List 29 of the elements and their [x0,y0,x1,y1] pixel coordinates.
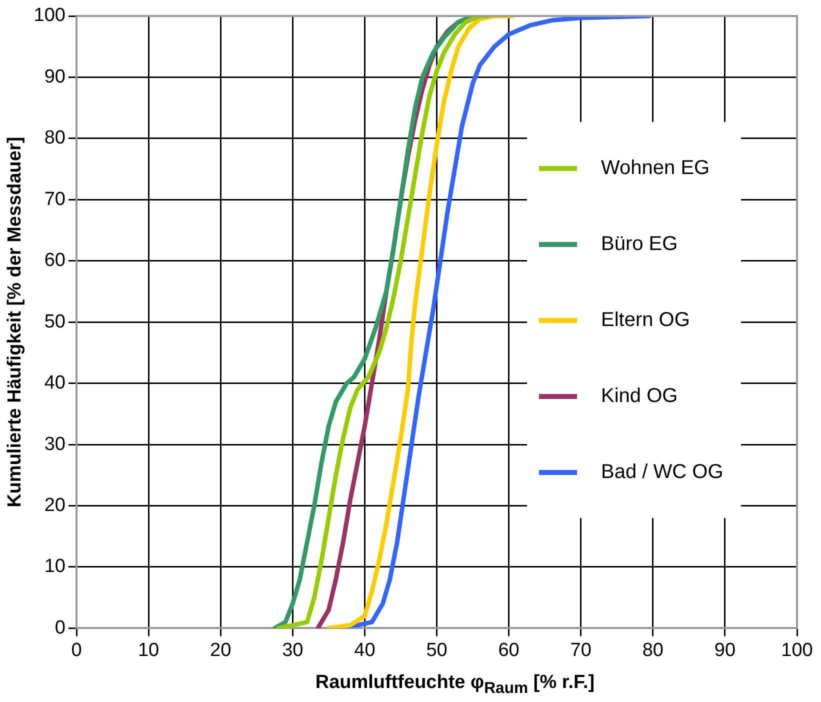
y-tick-label: 80 [44,128,66,149]
x-tick-label: 50 [426,640,448,661]
x-tick-label: 20 [210,640,232,661]
legend-label: Eltern OG [601,308,690,332]
x-tick-label: 40 [354,640,376,661]
x-tick-label: 60 [498,640,520,661]
x-tick-label: 90 [714,640,736,661]
x-tick-label: 80 [642,640,664,661]
x-tick-label: 100 [781,640,813,661]
legend-label: Kind OG [601,384,678,408]
legend-label: Büro EG [601,232,678,256]
y-tick-label: 20 [44,494,66,516]
legend-label: Bad / WC OG [601,460,724,484]
y-axis-title: Kumulierte Häufigkeit [% der Messdauer] [4,136,26,508]
x-tick-label: 10 [138,640,160,661]
y-tick-label: 50 [44,311,66,332]
y-tick-label: 60 [44,250,66,272]
legend-label: Wohnen EG [601,156,710,180]
y-tick-label: 30 [44,434,66,455]
y-tick-label: 90 [44,66,66,88]
x-axis-title: Raumluftfeuchte φ$_{Raum}$ [% r.F.] [314,672,596,698]
y-tick-label: 100 [34,5,66,26]
y-tick-label: 10 [44,556,66,578]
x-tick-label: 0 [71,640,82,661]
x-tick-label: 30 [282,640,304,661]
x-tick-label: 70 [570,640,592,661]
y-tick-label: 40 [44,372,66,394]
y-tick-label: 0 [54,617,66,638]
y-tick-label: 70 [44,188,66,210]
